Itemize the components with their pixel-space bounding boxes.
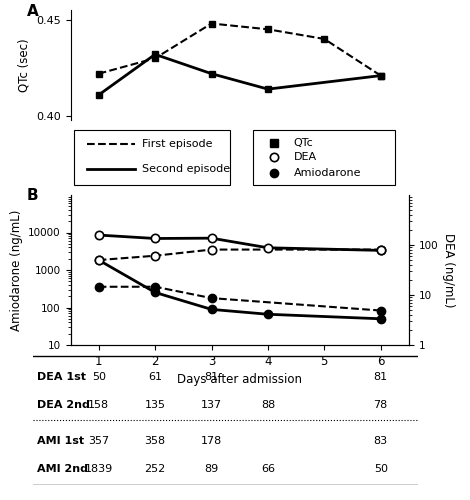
Text: 178: 178 bbox=[201, 436, 222, 446]
Text: 83: 83 bbox=[374, 436, 388, 446]
X-axis label: Days after admission: Days after admission bbox=[177, 374, 302, 386]
Text: B: B bbox=[26, 188, 38, 202]
Text: DEA: DEA bbox=[294, 152, 317, 162]
Text: 50: 50 bbox=[374, 464, 388, 474]
Text: 357: 357 bbox=[88, 436, 109, 446]
Text: Second episode: Second episode bbox=[141, 164, 230, 174]
Text: 88: 88 bbox=[261, 400, 275, 410]
Text: 78: 78 bbox=[374, 400, 388, 410]
Text: QTc: QTc bbox=[294, 138, 313, 148]
Text: 81: 81 bbox=[374, 372, 388, 382]
Text: DEA 2nd: DEA 2nd bbox=[37, 400, 90, 410]
Text: 137: 137 bbox=[201, 400, 222, 410]
Y-axis label: QTc (sec): QTc (sec) bbox=[17, 38, 31, 92]
Text: AMI 2nd: AMI 2nd bbox=[37, 464, 88, 474]
Text: 61: 61 bbox=[148, 372, 162, 382]
Text: 89: 89 bbox=[204, 464, 219, 474]
Text: 158: 158 bbox=[88, 400, 109, 410]
Text: AMI 1st: AMI 1st bbox=[37, 436, 84, 446]
Text: DEA 1st: DEA 1st bbox=[37, 372, 86, 382]
Text: 66: 66 bbox=[261, 464, 275, 474]
Text: 358: 358 bbox=[145, 436, 165, 446]
Text: 252: 252 bbox=[144, 464, 166, 474]
Text: 81: 81 bbox=[204, 372, 219, 382]
Text: Amiodarone: Amiodarone bbox=[294, 168, 361, 177]
FancyBboxPatch shape bbox=[74, 130, 229, 185]
Text: 135: 135 bbox=[145, 400, 165, 410]
Text: 50: 50 bbox=[92, 372, 106, 382]
FancyBboxPatch shape bbox=[253, 130, 395, 185]
Text: A: A bbox=[26, 4, 38, 20]
Text: First episode: First episode bbox=[141, 140, 212, 149]
Y-axis label: Amiodarone (ng/mL): Amiodarone (ng/mL) bbox=[9, 210, 23, 330]
Text: 1839: 1839 bbox=[85, 464, 113, 474]
Y-axis label: DEA (ng/mL): DEA (ng/mL) bbox=[442, 233, 455, 307]
